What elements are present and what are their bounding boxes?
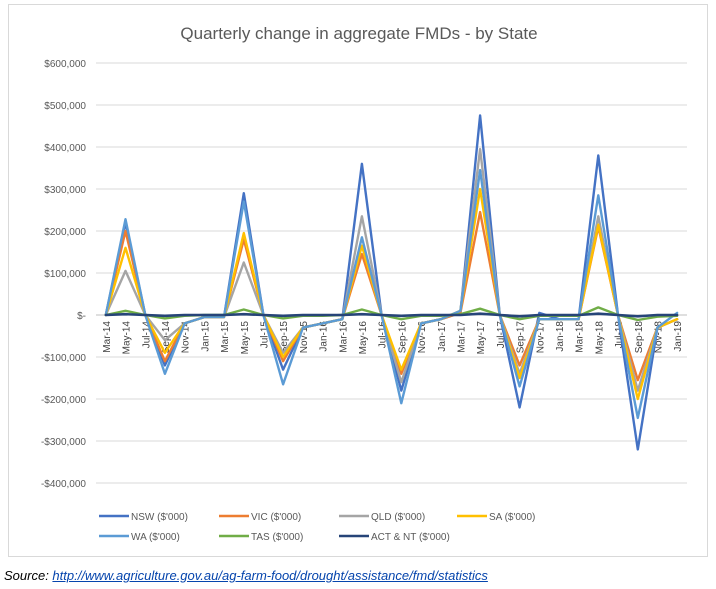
x-tick-label: May-14 xyxy=(122,321,133,355)
series-line xyxy=(104,168,679,420)
y-tick-label: $600,000 xyxy=(44,59,86,70)
series-line xyxy=(104,312,679,318)
x-tick-label: Nov-16 xyxy=(417,321,428,354)
legend-label: QLD ($'000) xyxy=(371,512,425,523)
x-tick-label: Jul-16 xyxy=(378,321,389,349)
y-tick-label: -$200,000 xyxy=(41,395,86,406)
x-tick-label: May-17 xyxy=(476,321,487,355)
x-tick-label: Mar-14 xyxy=(102,321,113,353)
legend: NSW ($'000) VIC ($'000) QLD ($'000) SA ($'0… xyxy=(99,512,535,543)
x-tick-label: Jul-18 xyxy=(614,321,625,349)
x-tick-label: Jan-16 xyxy=(319,321,330,352)
x-axis-labels: Mar-14 May-14 Jul-14 Sep-14 Nov-14 Jan-15 Mar-… xyxy=(102,321,684,355)
x-tick-label: Nov-14 xyxy=(181,321,192,354)
x-tick-label: Jul-17 xyxy=(496,321,507,349)
y-tick-label: -$400,000 xyxy=(41,479,86,490)
x-tick-label: Jul-14 xyxy=(141,321,152,349)
legend-label: SA ($'000) xyxy=(489,512,535,523)
series-layer xyxy=(104,114,679,451)
x-tick-label: Mar-16 xyxy=(338,321,349,353)
x-tick-label: Jan-17 xyxy=(437,321,448,352)
chart-frame: Quarterly change in aggregate FMDs - by … xyxy=(8,4,708,557)
x-tick-label: Nov-18 xyxy=(653,321,664,354)
x-tick-label: Nov-15 xyxy=(299,321,310,354)
x-tick-label: May-18 xyxy=(594,321,605,355)
source-link[interactable]: http://www.agriculture.gov.au/ag-farm-fo… xyxy=(52,568,488,583)
y-tick-label: -$300,000 xyxy=(41,437,86,448)
y-tick-label: $300,000 xyxy=(44,185,86,196)
source-label: Source: xyxy=(4,568,53,583)
y-tick-label: $200,000 xyxy=(44,227,86,238)
x-tick-label: May-16 xyxy=(358,321,369,355)
x-tick-label: Sep-14 xyxy=(161,321,172,354)
chart-title: Quarterly change in aggregate FMDs - by … xyxy=(180,24,537,43)
legend-label: TAS ($'000) xyxy=(251,532,303,543)
x-tick-label: Jan-19 xyxy=(673,321,684,352)
legend-label: NSW ($'000) xyxy=(131,512,188,523)
x-tick-label: Jan-18 xyxy=(555,321,566,352)
y-tick-label: -$100,000 xyxy=(41,353,86,364)
x-tick-label: Nov-17 xyxy=(535,321,546,354)
y-tick-label: $- xyxy=(77,311,86,322)
x-tick-label: Sep-18 xyxy=(634,321,645,354)
x-tick-label: Sep-17 xyxy=(516,321,527,354)
chart-svg: Quarterly change in aggregate FMDs - by … xyxy=(41,24,687,543)
x-tick-label: Mar-18 xyxy=(575,321,586,353)
y-tick-label: $100,000 xyxy=(44,269,86,280)
legend-label: VIC ($'000) xyxy=(251,512,301,523)
source-line: Source: http://www.agriculture.gov.au/ag… xyxy=(4,568,488,583)
x-tick-label: Jul-15 xyxy=(259,321,270,349)
legend-label: ACT & NT ($'000) xyxy=(371,532,450,543)
y-tick-label: $500,000 xyxy=(44,101,86,112)
x-tick-label: Mar-17 xyxy=(456,321,467,353)
x-tick-label: Sep-15 xyxy=(279,321,290,354)
x-tick-label: Mar-15 xyxy=(220,321,231,353)
legend-label: WA ($'000) xyxy=(131,532,180,543)
x-tick-label: May-15 xyxy=(240,321,251,355)
x-tick-label: Jan-15 xyxy=(200,321,211,352)
y-axis-labels: $600,000 $500,000 $400,000 $300,000 $200,000… xyxy=(41,59,86,490)
y-tick-label: $400,000 xyxy=(44,143,86,154)
grid-layer xyxy=(96,62,687,484)
x-tick-label: Sep-16 xyxy=(397,321,408,354)
